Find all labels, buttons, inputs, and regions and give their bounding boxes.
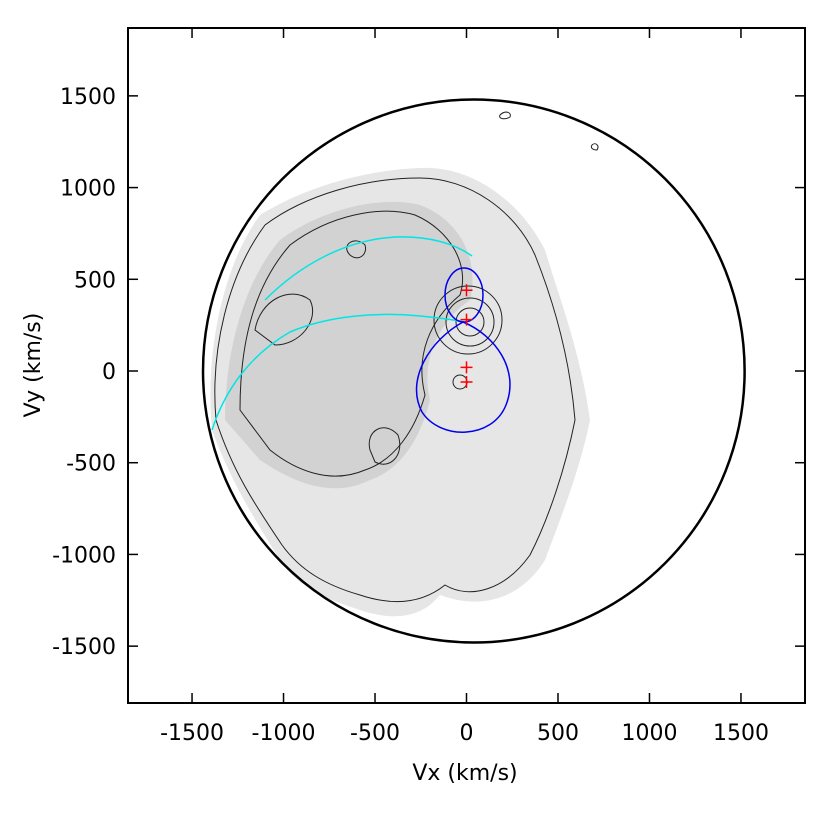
y-tick-label: -500	[66, 452, 116, 477]
cross-marker	[460, 361, 473, 374]
x-tick-label: -1500	[160, 721, 224, 746]
cross-marker	[460, 284, 473, 297]
intensity-region	[225, 201, 473, 489]
stream	[211, 313, 465, 431]
y-axis-label: Vy (km/s)	[21, 313, 46, 418]
cross-marker	[460, 376, 473, 389]
x-tick-label: 500	[537, 721, 579, 746]
y-tick-label: -1000	[52, 543, 116, 568]
y-tick-label: 1000	[60, 177, 116, 202]
contour	[590, 143, 599, 151]
contour	[445, 297, 495, 347]
stream	[264, 236, 473, 301]
x-tick-label: 1500	[713, 721, 769, 746]
y-tick-label: 1500	[60, 85, 116, 110]
contour	[499, 111, 511, 120]
x-tick-label: -1000	[252, 721, 316, 746]
y-tick-label: 500	[74, 268, 116, 293]
contour	[433, 285, 503, 355]
outer-circle	[201, 98, 746, 644]
contour	[368, 427, 401, 465]
x-axis-label: Vx (km/s)	[412, 761, 517, 786]
y-tick-label: 0	[102, 360, 116, 385]
contour	[254, 293, 313, 346]
cross-marker	[460, 313, 473, 326]
contour	[455, 307, 485, 337]
x-tick-label: -500	[350, 721, 400, 746]
roche-lobe	[415, 321, 511, 433]
y-tick-label: -1500	[52, 635, 116, 660]
contour-map	[210, 111, 599, 617]
x-tick-label: 1000	[621, 721, 677, 746]
x-tick-label: 0	[460, 721, 474, 746]
contour	[214, 177, 576, 603]
